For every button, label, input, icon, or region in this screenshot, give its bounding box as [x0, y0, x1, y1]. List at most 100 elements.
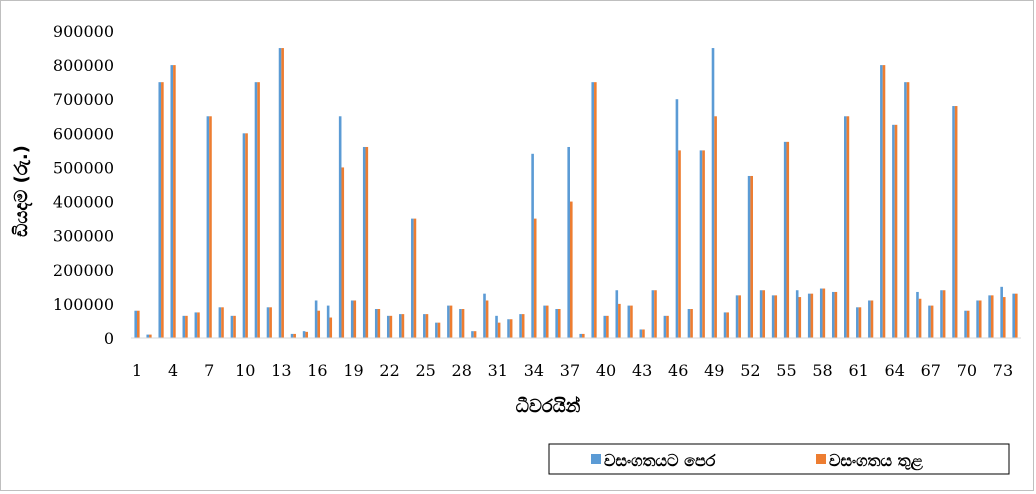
y-tick-label: 900000 — [53, 22, 114, 41]
bar-series-2 — [846, 116, 850, 338]
x-tick-label: 10 — [235, 361, 255, 380]
bar-series-2 — [834, 291, 838, 338]
bar-series-1 — [170, 65, 174, 339]
bar-series-1 — [783, 141, 787, 338]
x-tick-label: 1 — [132, 361, 142, 380]
bar-series-1 — [290, 333, 294, 338]
bar-series-1 — [771, 295, 775, 338]
bar-series-2 — [209, 116, 212, 338]
bar-series-1 — [374, 309, 378, 338]
bar-series-1 — [844, 116, 847, 338]
bar-series-2 — [473, 331, 477, 338]
bar-series-2 — [305, 331, 308, 338]
bar-series-2 — [245, 133, 248, 338]
x-tick-label: 28 — [452, 361, 472, 380]
bar-series-1 — [146, 334, 150, 338]
y-tick-label: 600000 — [53, 124, 114, 143]
bar-series-2 — [690, 309, 693, 338]
y-tick-label: 800000 — [53, 56, 114, 75]
bar-series-2 — [329, 317, 333, 338]
y-axis-ticks: 0 100000 200000 300000 400000 500000 600000 700… — [53, 22, 114, 348]
bar-series-1 — [278, 48, 282, 339]
bar-series-2 — [137, 310, 140, 338]
y-tick-label: 200000 — [53, 261, 114, 280]
bar-series-2 — [533, 218, 537, 338]
bar-series-2 — [930, 305, 934, 338]
bar-series-1 — [675, 99, 679, 338]
bar-series-1 — [1012, 293, 1015, 338]
bar-series-2 — [401, 314, 405, 338]
x-tick-label: 46 — [668, 361, 688, 380]
bar-series-1 — [868, 300, 871, 338]
bar-series-1 — [603, 315, 607, 338]
bar-series-1 — [206, 116, 210, 338]
x-tick-label: 40 — [596, 361, 616, 380]
bar-series-1 — [904, 82, 907, 338]
bar-series-2 — [726, 312, 729, 338]
x-tick-label: 58 — [812, 361, 832, 380]
bar-series-1 — [435, 322, 438, 338]
bar-series-1 — [399, 314, 402, 338]
bar-series-1 — [988, 295, 991, 338]
bar-series-2 — [594, 82, 597, 338]
legend-swatch-series-2 — [816, 454, 826, 464]
bar-series-1 — [182, 315, 186, 338]
bar-series-1 — [254, 82, 258, 338]
bar-series-1 — [964, 310, 967, 338]
bar-series-2 — [678, 150, 681, 338]
bar-series-2 — [822, 288, 826, 338]
bar-series-1 — [916, 291, 919, 338]
bar-series-1 — [711, 48, 715, 339]
x-tick-label: 52 — [740, 361, 760, 380]
legend-swatch-series-1 — [591, 454, 601, 464]
bar-series-1 — [134, 310, 138, 338]
bar-series-1 — [362, 146, 366, 338]
bar-series-1 — [880, 65, 883, 339]
bar-series-1 — [759, 290, 763, 338]
bar-series-1 — [795, 290, 799, 338]
bar-series-1 — [687, 309, 691, 338]
bar-series-1 — [639, 329, 643, 338]
bar-series-2 — [606, 315, 609, 338]
x-tick-label: 7 — [204, 361, 214, 380]
y-tick-label: 100000 — [53, 295, 114, 314]
bar-series-2 — [377, 309, 381, 338]
bar-series-1 — [579, 333, 583, 338]
bar-series-2 — [630, 305, 633, 338]
bar-series-2 — [858, 307, 862, 338]
bar-series-1 — [567, 146, 570, 338]
bar-series-2 — [714, 116, 717, 338]
bar-series-2 — [978, 300, 982, 338]
y-tick-label: 500000 — [53, 158, 114, 177]
bar-series-1 — [471, 331, 474, 338]
bar-series-2 — [810, 293, 814, 338]
bar-series-1 — [952, 106, 955, 338]
bar-series-2 — [461, 309, 465, 338]
bar-series-2 — [582, 333, 585, 338]
bar-series-1 — [651, 290, 655, 338]
bar-series-1 — [314, 300, 318, 338]
bar-series-2 — [906, 82, 910, 338]
bar-series-2 — [545, 305, 549, 338]
bar-series-2 — [642, 329, 645, 338]
bar-series-2 — [954, 106, 958, 338]
bar-series-1 — [326, 305, 330, 338]
bar-series-1 — [856, 307, 859, 338]
bar-series-2 — [569, 201, 573, 338]
x-tick-label: 73 — [993, 361, 1013, 380]
legend-label-series-1: වසංගතයට පෙර — [604, 451, 716, 470]
bar-series-2 — [485, 300, 489, 338]
bar-series-2 — [894, 124, 898, 338]
bar-series-2 — [966, 310, 970, 338]
bar-series-2 — [389, 315, 393, 338]
bar-series-2 — [293, 333, 296, 338]
x-tick-label: 25 — [415, 361, 435, 380]
x-tick-label: 70 — [957, 361, 977, 380]
bar-series-1 — [423, 314, 426, 338]
bar-series-2 — [918, 298, 922, 338]
bar-series-1 — [928, 305, 931, 338]
bar-series-1 — [507, 319, 510, 338]
bar-series-2 — [509, 319, 513, 338]
bar-series-1 — [302, 331, 306, 338]
bar-series-1 — [411, 218, 414, 338]
